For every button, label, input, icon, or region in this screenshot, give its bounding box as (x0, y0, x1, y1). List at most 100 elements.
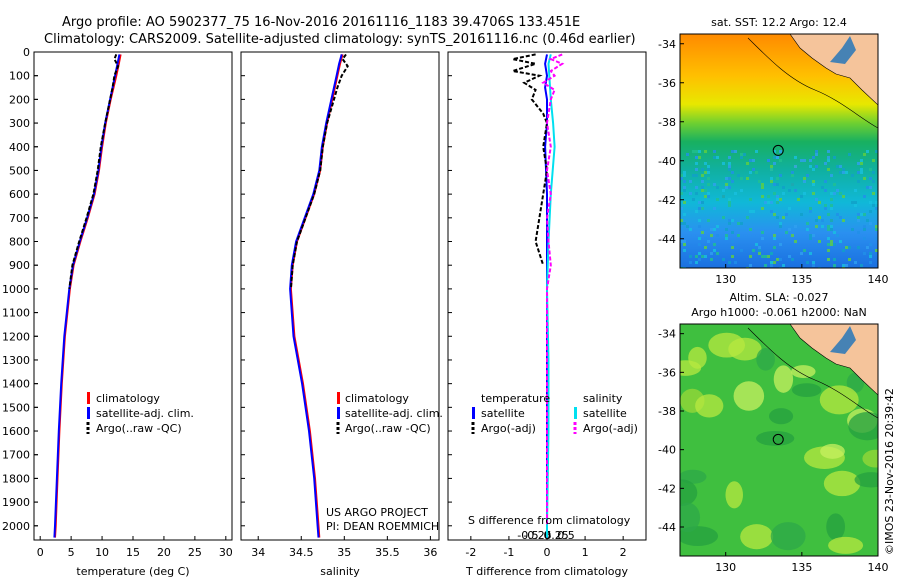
sst-pixel (800, 195, 803, 198)
sst-pixel (740, 156, 743, 159)
sst-pixel (728, 201, 731, 204)
x-tick-label: -1 (503, 546, 514, 559)
sst-pixel (770, 264, 773, 267)
sst-pixel (680, 240, 683, 243)
sst-pixel (779, 222, 782, 225)
sst-pixel (773, 237, 776, 240)
map-x-tick-label: 135 (791, 561, 812, 574)
sst-pixel (788, 255, 791, 258)
sst-pixel (722, 258, 725, 261)
depth-tick-label: 500 (9, 164, 30, 177)
sst-pixel (812, 168, 815, 171)
sst-pixel (758, 252, 761, 255)
map-y-tick-label: -42 (658, 482, 676, 495)
sst-pixel (854, 204, 857, 207)
sst-pixel (833, 264, 836, 267)
sst-pixel (695, 255, 698, 258)
sst-pixel (776, 177, 779, 180)
sst-pixel (746, 216, 749, 219)
sst-pixel (833, 231, 836, 234)
project-annotation-line-1: US ARGO PROJECT (326, 506, 428, 519)
sst-pixel (776, 258, 779, 261)
legend-title-temperature: temperature (481, 392, 550, 405)
sst-pixel (866, 219, 869, 222)
sst-pixel (716, 234, 719, 237)
legend-swatch-s-satellite (574, 407, 577, 419)
sst-pixel (728, 198, 731, 201)
sst-pixel (725, 228, 728, 231)
sst-pixel (827, 243, 830, 246)
sst-pixel (683, 174, 686, 177)
sst-pixel (863, 252, 866, 255)
sla-map: Altim. SLA: -0.027 Argo h1000: -0.061 h2… (658, 291, 889, 574)
sst-pixel (770, 177, 773, 180)
sst-pixel (833, 192, 836, 195)
sst-pixel (716, 186, 719, 189)
sst-pixel (836, 234, 839, 237)
sst-pixel (857, 180, 860, 183)
sst-pixel (767, 255, 770, 258)
sst-pixel (788, 189, 791, 192)
sst-pixel (728, 204, 731, 207)
sst-pixel (824, 189, 827, 192)
sst-pixel (809, 165, 812, 168)
sst-pixel (731, 231, 734, 234)
sla-blob (823, 470, 861, 497)
series-line-s-argo-adj- (541, 53, 565, 526)
sla-blob (791, 365, 816, 378)
sst-pixel (689, 261, 692, 264)
sla-blob (740, 524, 774, 550)
sst-pixel (848, 246, 851, 249)
sst-pixel (728, 165, 731, 168)
argo-location-marker (772, 433, 784, 445)
sst-pixel (698, 201, 701, 204)
sst-pixel (683, 249, 686, 252)
sst-pixel (821, 219, 824, 222)
map-x-tick-label: 140 (868, 561, 889, 574)
sst-pixel (767, 201, 770, 204)
sst-pixel (836, 189, 839, 192)
sst-pixel (728, 219, 731, 222)
sst-pixel (716, 252, 719, 255)
sst-pixel (815, 150, 818, 153)
sst-pixel (749, 210, 752, 213)
sst-pixel (695, 174, 698, 177)
sst-pixel (815, 153, 818, 156)
sst-pixel (731, 150, 734, 153)
sst-pixel (824, 180, 827, 183)
map-x-tick-label: 130 (715, 561, 736, 574)
sst-pixel (791, 171, 794, 174)
sst-pixel (776, 195, 779, 198)
depth-tick-label: 1800 (2, 472, 30, 485)
sst-pixel (689, 192, 692, 195)
sst-pixel (866, 150, 869, 153)
temperature-x-label: temperature (deg C) (76, 565, 189, 578)
sst-pixel (851, 174, 854, 177)
sst-pixel (695, 162, 698, 165)
sst-pixel (833, 243, 836, 246)
sst-pixel (761, 255, 764, 258)
sst-pixel (791, 258, 794, 261)
series-line-argo-raw-qc- (68, 54, 120, 290)
series-line-satellite-adj-clim- (289, 54, 343, 538)
sst-pixel (809, 237, 812, 240)
sst-pixel (713, 183, 716, 186)
sst-pixel (779, 198, 782, 201)
sst-pixel (716, 198, 719, 201)
sst-pixel (869, 168, 872, 171)
sst-pixel (716, 225, 719, 228)
sst-pixel (686, 153, 689, 156)
sst-pixel (782, 192, 785, 195)
sst-pixel (794, 240, 797, 243)
sst-pixel (695, 192, 698, 195)
depth-tick-label: 200 (9, 93, 30, 106)
sst-pixel (707, 171, 710, 174)
gulf-water (830, 36, 856, 64)
sla-map-title-line-2: Argo h1000: -0.061 h2000: NaN (691, 306, 867, 319)
x-tick-label: 10 (95, 546, 109, 559)
sst-pixel (695, 150, 698, 153)
sst-pixel (794, 165, 797, 168)
sst-pixel (839, 216, 842, 219)
sst-pixel (806, 228, 809, 231)
sst-pixel (704, 237, 707, 240)
